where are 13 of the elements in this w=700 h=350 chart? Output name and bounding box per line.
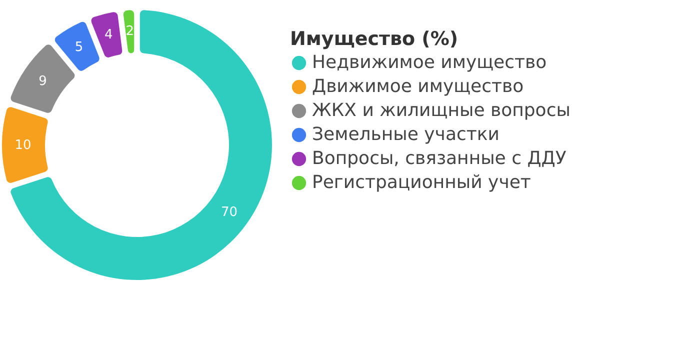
legend-label: Вопросы, связанные с ДДУ <box>312 148 566 169</box>
data-label: 5 <box>74 40 84 55</box>
data-label: 4 <box>104 28 113 43</box>
legend-label: Движимое имущество <box>312 76 524 97</box>
legend-label: Земельные участки <box>312 124 500 145</box>
data-label: 9 <box>38 74 47 89</box>
legend-title: Имущество (%) <box>290 28 458 50</box>
data-label: 2 <box>126 24 134 40</box>
legend-label: Регистрационный учет <box>312 172 531 193</box>
data-label: 10 <box>14 138 32 153</box>
data-label: 70 <box>220 205 238 220</box>
legend-label: ЖКХ и жилищные вопросы <box>312 100 570 121</box>
legend-label: Недвижимое имущество <box>312 52 547 73</box>
